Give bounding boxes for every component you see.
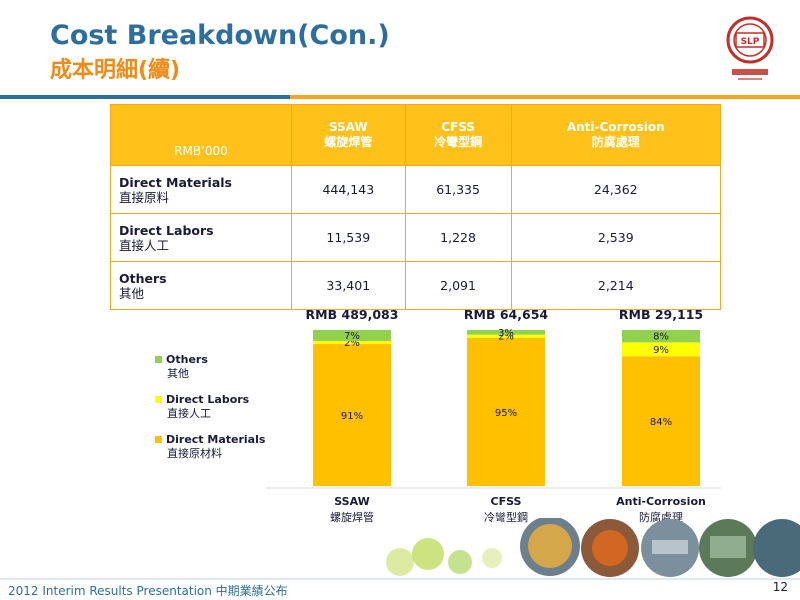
bar-segment — [622, 356, 700, 486]
page-title-zh: 成本明細(續) — [50, 58, 181, 83]
data-label: 3% — [498, 328, 514, 339]
cell-value: 24,362 — [510, 165, 722, 214]
bar-segment — [467, 330, 545, 335]
legend-swatch — [155, 435, 162, 443]
chart-area: 91% 2% 7% RMB 489,083 95% 2% 3% RMB 64,654 84% 9%… — [110, 300, 721, 490]
legend-item: Others — [155, 352, 265, 366]
header-rule-orange — [290, 95, 800, 99]
bar-segment — [622, 342, 700, 357]
data-label: 9% — [653, 345, 669, 356]
footer-rule — [0, 578, 800, 580]
cell-value: 61,335 — [404, 165, 512, 214]
row-label: Direct Materials 直接原料 — [110, 165, 292, 214]
bar-segment — [313, 340, 391, 345]
legend-label-zh: 直接原材料 — [167, 447, 222, 460]
footer-text: 2012 Interim Results Presentation 中期業績公布 — [8, 584, 288, 598]
x-label-cfss: CFSS 冷彎型鋼 — [484, 495, 528, 524]
col-header-anticorrosion: Anti-Corrosion 防腐處理 — [510, 104, 722, 166]
row-label: Direct Labors 直接人工 — [110, 213, 292, 262]
x-label-ssaw: SSAW 螺旋焊管 — [330, 495, 374, 524]
legend-item: Direct Labors — [155, 392, 265, 406]
row-label: Others 其他 — [110, 261, 292, 310]
data-label: 8% — [653, 332, 669, 343]
bar-segment — [622, 330, 700, 343]
table-row: Direct Materials 直接原料 444,143 61,335 24,3… — [110, 165, 722, 214]
total-label: RMB 489,083 — [306, 307, 399, 322]
cell-value: 2,214 — [510, 261, 722, 310]
legend-label-zh: 其他 — [167, 367, 189, 380]
chart-legend: Others 其他 Direct Labors 直接人工 Direct Mate… — [155, 352, 265, 472]
data-label: 2% — [344, 338, 360, 349]
bar-segment — [313, 344, 391, 486]
company-logo: SLP — [726, 16, 774, 80]
cell-value: 1,228 — [404, 213, 512, 262]
data-label: 84% — [650, 417, 672, 428]
total-label: RMB 64,654 — [464, 307, 548, 322]
bar-segment — [467, 334, 545, 338]
data-label: 7% — [344, 331, 360, 342]
col-header-ssaw: SSAW 螺旋焊管 — [291, 104, 406, 166]
legend-item: Direct Materials — [155, 432, 265, 446]
logo-text: SLP — [741, 37, 760, 47]
table-row: Others 其他 33,401 2,091 2,214 — [110, 261, 722, 310]
pipe-photos — [520, 518, 800, 577]
bar-segment — [467, 337, 545, 486]
table-row: Direct Labors 直接人工 11,539 1,228 2,539 — [110, 213, 722, 262]
data-label: 95% — [495, 408, 517, 419]
cell-value: 11,539 — [291, 213, 406, 262]
table-corner: RMB’000 — [110, 104, 292, 166]
legend-swatch — [155, 395, 162, 403]
page-title: Cost Breakdown(Con.) — [50, 20, 390, 51]
photo-strip — [386, 518, 800, 577]
total-label: RMB 29,115 — [619, 307, 703, 322]
cell-value: 2,539 — [510, 213, 722, 262]
col-header-cfss: CFSS 冷彎型鋼 — [404, 104, 512, 166]
legend-swatch — [155, 355, 162, 363]
page-number: 12 — [772, 580, 788, 594]
legend-label-zh: 直接人工 — [167, 407, 211, 420]
cell-value: 2,091 — [404, 261, 512, 310]
data-label: 91% — [341, 411, 363, 422]
bar-segment — [313, 330, 391, 341]
cost-table: RMB’000 SSAW 螺旋焊管 CFSS 冷彎型鋼 Anti-Corrosion… — [110, 104, 722, 310]
decorative-circles — [386, 538, 502, 576]
cell-value: 444,143 — [291, 165, 406, 214]
data-label: 2% — [498, 332, 514, 343]
header-rule-blue — [0, 95, 290, 99]
